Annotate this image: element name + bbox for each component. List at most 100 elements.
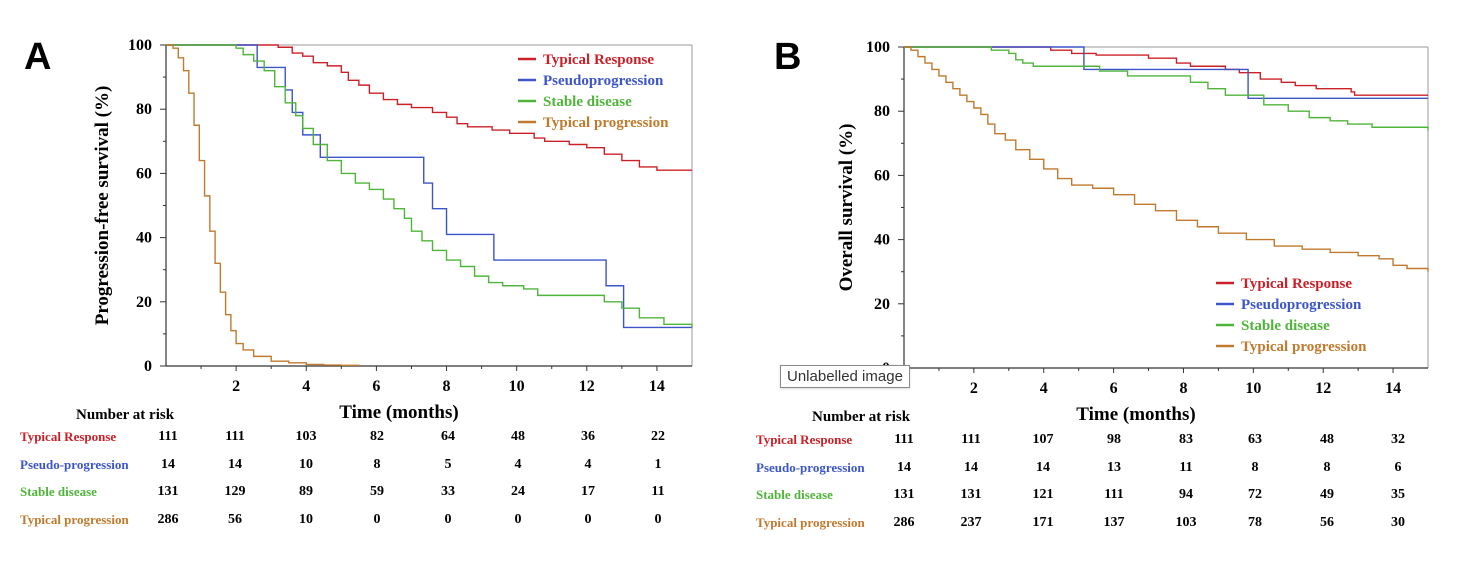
series-line-typical-response — [904, 46, 1428, 96]
risk-value: 111 — [961, 432, 981, 447]
risk-value: 8 — [1323, 459, 1331, 475]
y-tick-label: 60 — [136, 165, 152, 182]
risk-value: 10 — [299, 456, 313, 472]
risk-value: 0 — [514, 511, 522, 527]
legend-label-stable-disease: Stable disease — [543, 94, 632, 110]
risk-value: 30 — [1391, 514, 1405, 530]
x-tick-label: 12 — [1315, 380, 1331, 397]
risk-value: 286 — [157, 511, 179, 527]
risk-value: 0 — [444, 511, 452, 527]
risk-value: 14 — [1036, 459, 1050, 475]
legend-label-stable-disease: Stable disease — [1241, 318, 1330, 334]
series-line-typical-progression — [904, 46, 1429, 272]
risk-value: 237 — [960, 514, 982, 530]
risk-row-pseudo-progression: Pseudo-progression 14 14 10 8 5 4 4 1 — [0, 457, 734, 475]
risk-value: 63 — [1248, 432, 1262, 447]
x-tick-label: 4 — [1040, 380, 1048, 397]
risk-value: 36 — [581, 429, 595, 444]
y-tick-label: 20 — [874, 296, 890, 313]
risk-value: 111 — [894, 432, 914, 447]
risk-value: 1 — [654, 456, 662, 472]
risk-value: 6 — [1394, 459, 1402, 475]
risk-value: 33 — [441, 484, 455, 499]
risk-row-typical-progression: Typical progression 286 56 10 0 0 0 0 0 — [0, 512, 734, 530]
risk-value: 131 — [893, 487, 915, 502]
panel-letter-b: B — [774, 36, 802, 78]
panel-a: A 0 20 40 60 80 100 2 4 6 8 10 12 14 Time (months) Pro… — [0, 36, 734, 530]
risk-value: 11 — [651, 484, 665, 499]
y-tick-label: 100 — [128, 37, 152, 54]
risk-value: 8 — [373, 456, 381, 472]
risk-value: 94 — [1179, 487, 1193, 502]
risk-title-b: Number at risk — [812, 409, 911, 425]
x-tick-label: 10 — [509, 378, 525, 395]
risk-value: 14 — [897, 459, 911, 475]
risk-value: 22 — [651, 429, 665, 444]
y-tick-label: 40 — [136, 230, 152, 247]
y-tick-label: 100 — [866, 39, 890, 56]
risk-value: 14 — [228, 456, 242, 472]
y-axis-title: Overall survival (%) — [836, 124, 857, 292]
legend-label-pseudoprogression: Pseudoprogression — [1241, 297, 1362, 313]
risk-value: 13 — [1107, 459, 1121, 475]
risk-row-label: Stable disease — [20, 484, 97, 499]
image-tooltip: Unlabelled image — [780, 365, 910, 388]
series-line-stable-disease — [904, 46, 1429, 131]
risk-row-typical-response: Typical Response 111 111 107 98 83 63 48 32 — [734, 432, 1468, 450]
risk-value: 24 — [511, 484, 525, 499]
legend-label-pseudoprogression: Pseudoprogression — [543, 73, 664, 89]
legend-label-typical-response: Typical Response — [1241, 276, 1352, 292]
risk-value: 14 — [161, 456, 175, 472]
risk-row-label: Pseudo-progression — [20, 456, 129, 472]
risk-value: 78 — [1248, 514, 1262, 530]
y-tick-label: 60 — [874, 167, 890, 184]
x-tick-label: 2 — [970, 380, 978, 397]
risk-value: 5 — [444, 456, 452, 472]
x-axis-title: Time (months) — [1076, 404, 1195, 425]
series-line-pseudoprogression — [166, 44, 692, 329]
risk-row-label: Stable disease — [756, 487, 833, 502]
legend-label-typical-response: Typical Response — [543, 52, 654, 68]
y-tick-label: 80 — [136, 101, 152, 118]
legend-label-typical-progression: Typical progression — [543, 115, 669, 131]
x-tick-label: 14 — [649, 378, 665, 395]
risk-value: 131 — [960, 487, 982, 502]
risk-value: 137 — [1103, 514, 1125, 530]
x-axis-title: Time (months) — [339, 402, 458, 423]
risk-value: 59 — [370, 484, 384, 499]
x-tick-label: 12 — [579, 378, 595, 395]
legend-label-typical-progression: Typical progression — [1241, 339, 1367, 355]
series-line-typical-progression — [166, 44, 360, 367]
series-line-stable-disease — [166, 44, 693, 328]
risk-value: 17 — [581, 484, 595, 499]
risk-value: 286 — [893, 514, 915, 530]
x-tick-label: 10 — [1245, 380, 1261, 397]
risk-row-typical-response: Typical Response 111 111 103 82 64 48 36 22 — [0, 429, 734, 447]
risk-row-typical-progression: Typical progression 286 237 171 137 103 78 56 30 — [734, 515, 1468, 533]
y-tick-label: 20 — [136, 294, 152, 311]
risk-value: 111 — [225, 429, 245, 444]
risk-value: 4 — [584, 456, 592, 472]
x-tick-label: 8 — [443, 378, 451, 395]
risk-value: 0 — [373, 511, 381, 527]
x-tick-label: 6 — [1110, 380, 1118, 397]
risk-value: 103 — [1175, 514, 1197, 530]
risk-value: 32 — [1391, 432, 1405, 447]
risk-value: 89 — [299, 484, 313, 499]
risk-value: 107 — [1032, 432, 1054, 447]
risk-value: 48 — [1320, 432, 1334, 447]
risk-value: 14 — [964, 459, 978, 475]
panel-letter-a: A — [24, 36, 52, 78]
x-tick-label: 14 — [1385, 380, 1401, 397]
risk-value: 10 — [299, 511, 313, 527]
risk-value: 0 — [584, 511, 592, 527]
risk-value: 11 — [1179, 459, 1193, 475]
risk-value: 111 — [158, 429, 178, 444]
risk-row-label: Typical Response — [756, 432, 853, 447]
series-line-pseudoprogression — [904, 46, 1428, 100]
series-line-typical-response — [166, 44, 692, 171]
risk-value: 103 — [295, 429, 317, 444]
risk-value: 35 — [1391, 487, 1405, 502]
